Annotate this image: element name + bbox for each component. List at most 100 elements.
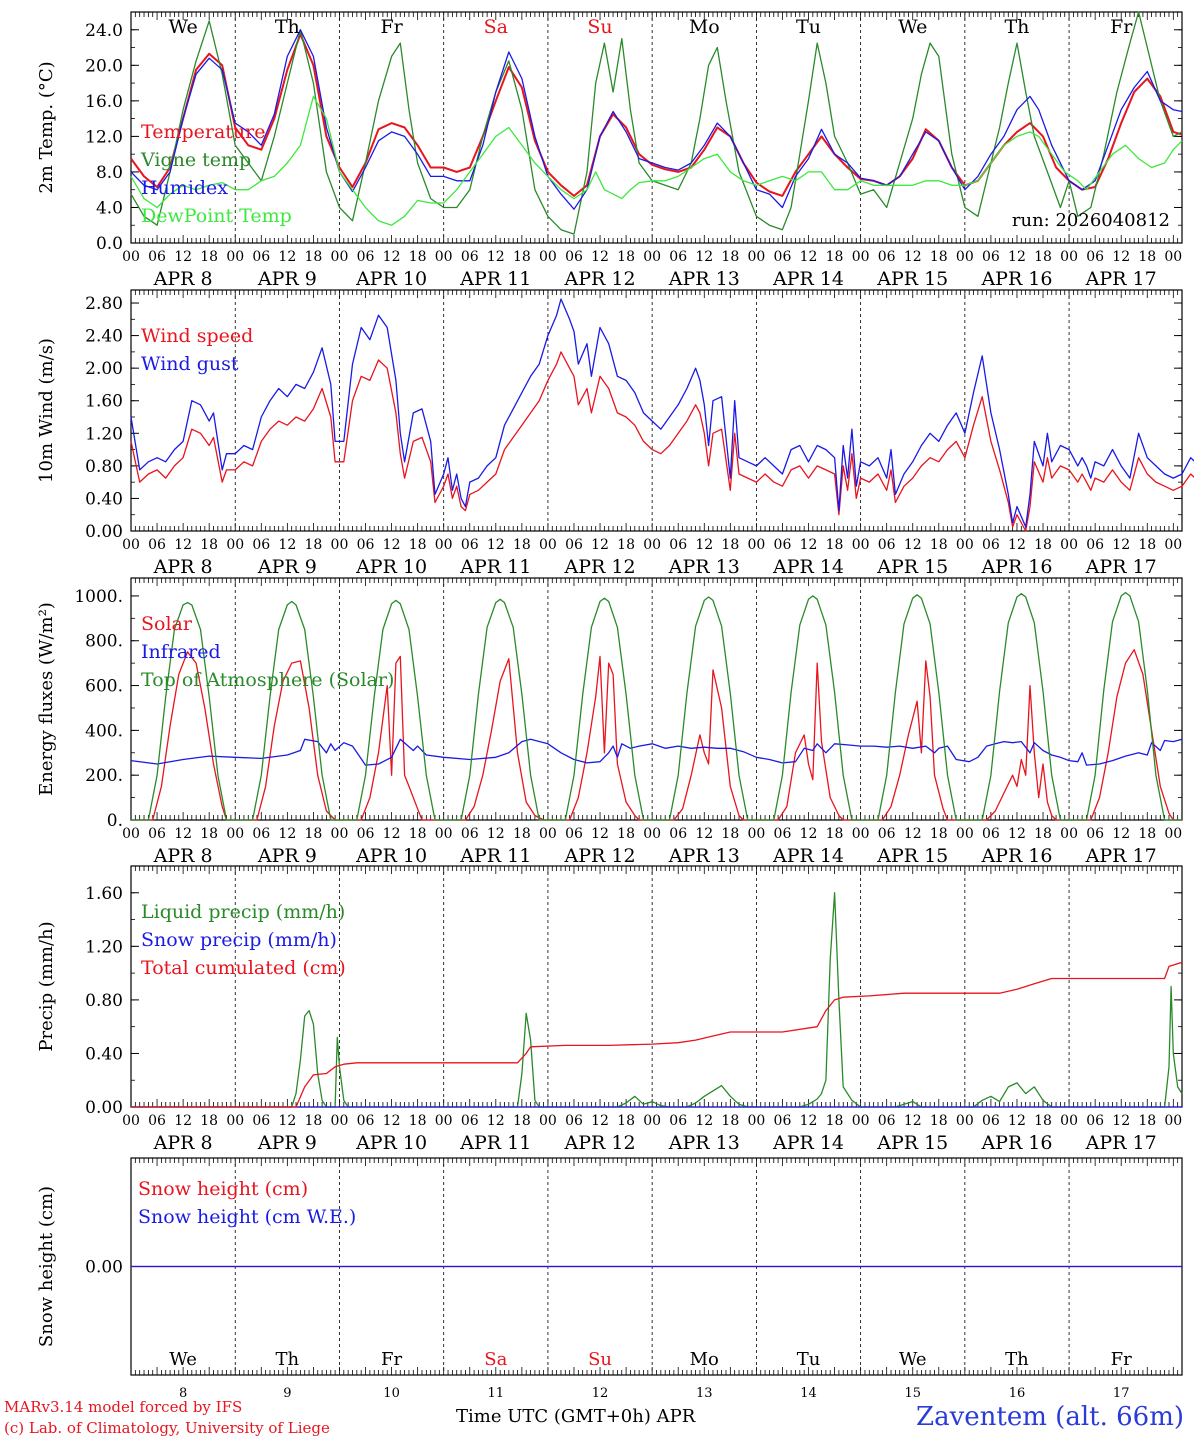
hour-tick-label: 12	[695, 537, 713, 553]
y-tick-label: 2.00	[85, 359, 123, 379]
weekday-label: Th	[276, 1349, 300, 1370]
hour-tick-label: 00	[122, 1113, 140, 1129]
y-tick-label: 0.	[107, 811, 123, 831]
y-tick-label: 0.40	[85, 489, 123, 509]
hour-tick-label: 00	[226, 537, 244, 553]
hour-tick-label: 06	[565, 1113, 583, 1129]
y-tick-label: 200.	[85, 766, 123, 786]
y-axis-label: Snow height (cm)	[36, 1186, 57, 1347]
date-label: APR 13	[668, 845, 740, 867]
hour-tick-label: 12	[800, 537, 818, 553]
hour-tick-label: 12	[383, 249, 401, 265]
hour-tick-label: 18	[409, 826, 427, 842]
series-line-1	[130, 351, 1194, 532]
hour-tick-label: 00	[539, 1113, 557, 1129]
hour-tick-label: 00	[852, 826, 870, 842]
date-label: APR 14	[772, 268, 844, 290]
hour-tick-label: 12	[174, 826, 192, 842]
date-label: APR 16	[980, 268, 1052, 290]
panel-1: 0.0 4.0 8.0 12.0 16.0 20.0 24.0 2m Temp. (°C) Te…	[36, 11, 1183, 290]
hour-tick-label: 18	[617, 826, 635, 842]
hour-tick-label: 18	[721, 1113, 739, 1129]
hour-tick-label: 12	[1008, 1113, 1026, 1129]
hour-tick-label: 12	[904, 249, 922, 265]
hour-tick-label: 12	[487, 249, 505, 265]
day-number-label: 11	[488, 1386, 505, 1401]
date-label: APR 15	[876, 556, 948, 578]
hour-tick-label: 18	[200, 249, 218, 265]
hour-tick-label: 18	[1034, 826, 1052, 842]
series-line-3	[131, 961, 1183, 1108]
series-line-1	[131, 649, 1182, 821]
series-line-1	[130, 33, 1183, 197]
y-tick-label: 2.80	[85, 294, 123, 314]
hour-tick-label: 00	[226, 249, 244, 265]
hour-tick-label: 06	[357, 249, 375, 265]
hour-tick-label: 06	[1086, 826, 1104, 842]
weekday-label: Fr	[380, 16, 403, 38]
weekday-label: Sa	[484, 1349, 507, 1370]
date-label: APR 12	[564, 845, 636, 867]
hour-tick-label: 18	[304, 826, 322, 842]
hour-tick-label: 18	[1034, 249, 1052, 265]
weekday-label: Fr	[1111, 1349, 1132, 1370]
hour-tick-label: 06	[565, 826, 583, 842]
date-label: APR 15	[876, 268, 948, 290]
hour-tick-label: 00	[331, 249, 349, 265]
hour-tick-label: 18	[200, 826, 218, 842]
hour-tick-label: 06	[461, 1113, 479, 1129]
hour-tick-label: 06	[252, 537, 270, 553]
hour-tick-label: 06	[148, 537, 166, 553]
hour-tick-label: 12	[1112, 826, 1130, 842]
hour-tick-label: 00	[1164, 249, 1182, 265]
weekday-label: We	[169, 1349, 197, 1370]
weekday-label: Fr	[1110, 16, 1133, 38]
date-label: APR 11	[459, 1132, 531, 1154]
hour-tick-label: 18	[304, 249, 322, 265]
hour-tick-label: 18	[826, 826, 844, 842]
day-number-label: 15	[904, 1386, 921, 1401]
hour-tick-label: 00	[435, 1113, 453, 1129]
series-line-3	[130, 29, 1183, 210]
date-label: APR 8	[153, 556, 213, 578]
hour-tick-label: 06	[252, 249, 270, 265]
hour-tick-label: 06	[252, 1113, 270, 1129]
weekday-label: Th	[275, 16, 300, 38]
hour-tick-label: 06	[1086, 1113, 1104, 1129]
hour-tick-label: 00	[539, 537, 557, 553]
hour-tick-label: 18	[304, 1113, 322, 1129]
hour-tick-label: 00	[1164, 537, 1182, 553]
y-tick-label: 0.00	[85, 1098, 123, 1118]
hour-tick-label: 12	[1008, 249, 1026, 265]
date-label: APR 10	[355, 268, 427, 290]
y-tick-label: 0.00	[85, 522, 123, 542]
hour-tick-label: 12	[383, 826, 401, 842]
hour-tick-label: 06	[878, 1113, 896, 1129]
day-number-label: 9	[283, 1386, 291, 1401]
date-label: APR 16	[980, 556, 1052, 578]
hour-tick-label: 00	[539, 249, 557, 265]
hour-tick-label: 06	[565, 537, 583, 553]
hour-tick-label: 12	[904, 537, 922, 553]
hour-tick-label: 00	[852, 537, 870, 553]
legend-entry: Temperature	[141, 121, 265, 143]
legend-entry: Wind speed	[141, 325, 253, 347]
hour-tick-label: 00	[747, 1113, 765, 1129]
weekday-label: We	[899, 1349, 927, 1370]
date-label: APR 13	[668, 1132, 740, 1154]
hour-tick-label: 18	[1138, 249, 1156, 265]
hour-tick-label: 12	[591, 249, 609, 265]
hour-tick-label: 00	[226, 826, 244, 842]
run-label: run: 2026040812	[1012, 210, 1170, 231]
hour-tick-label: 00	[331, 537, 349, 553]
hour-tick-label: 12	[278, 249, 296, 265]
hour-tick-label: 18	[930, 1113, 948, 1129]
y-tick-label: 0.80	[85, 991, 123, 1011]
hour-tick-label: 18	[1138, 1113, 1156, 1129]
hour-tick-label: 12	[800, 826, 818, 842]
hour-tick-label: 12	[383, 1113, 401, 1129]
hour-tick-label: 00	[122, 249, 140, 265]
date-label: APR 17	[1085, 1132, 1157, 1154]
y-tick-label: 1.60	[85, 884, 123, 904]
